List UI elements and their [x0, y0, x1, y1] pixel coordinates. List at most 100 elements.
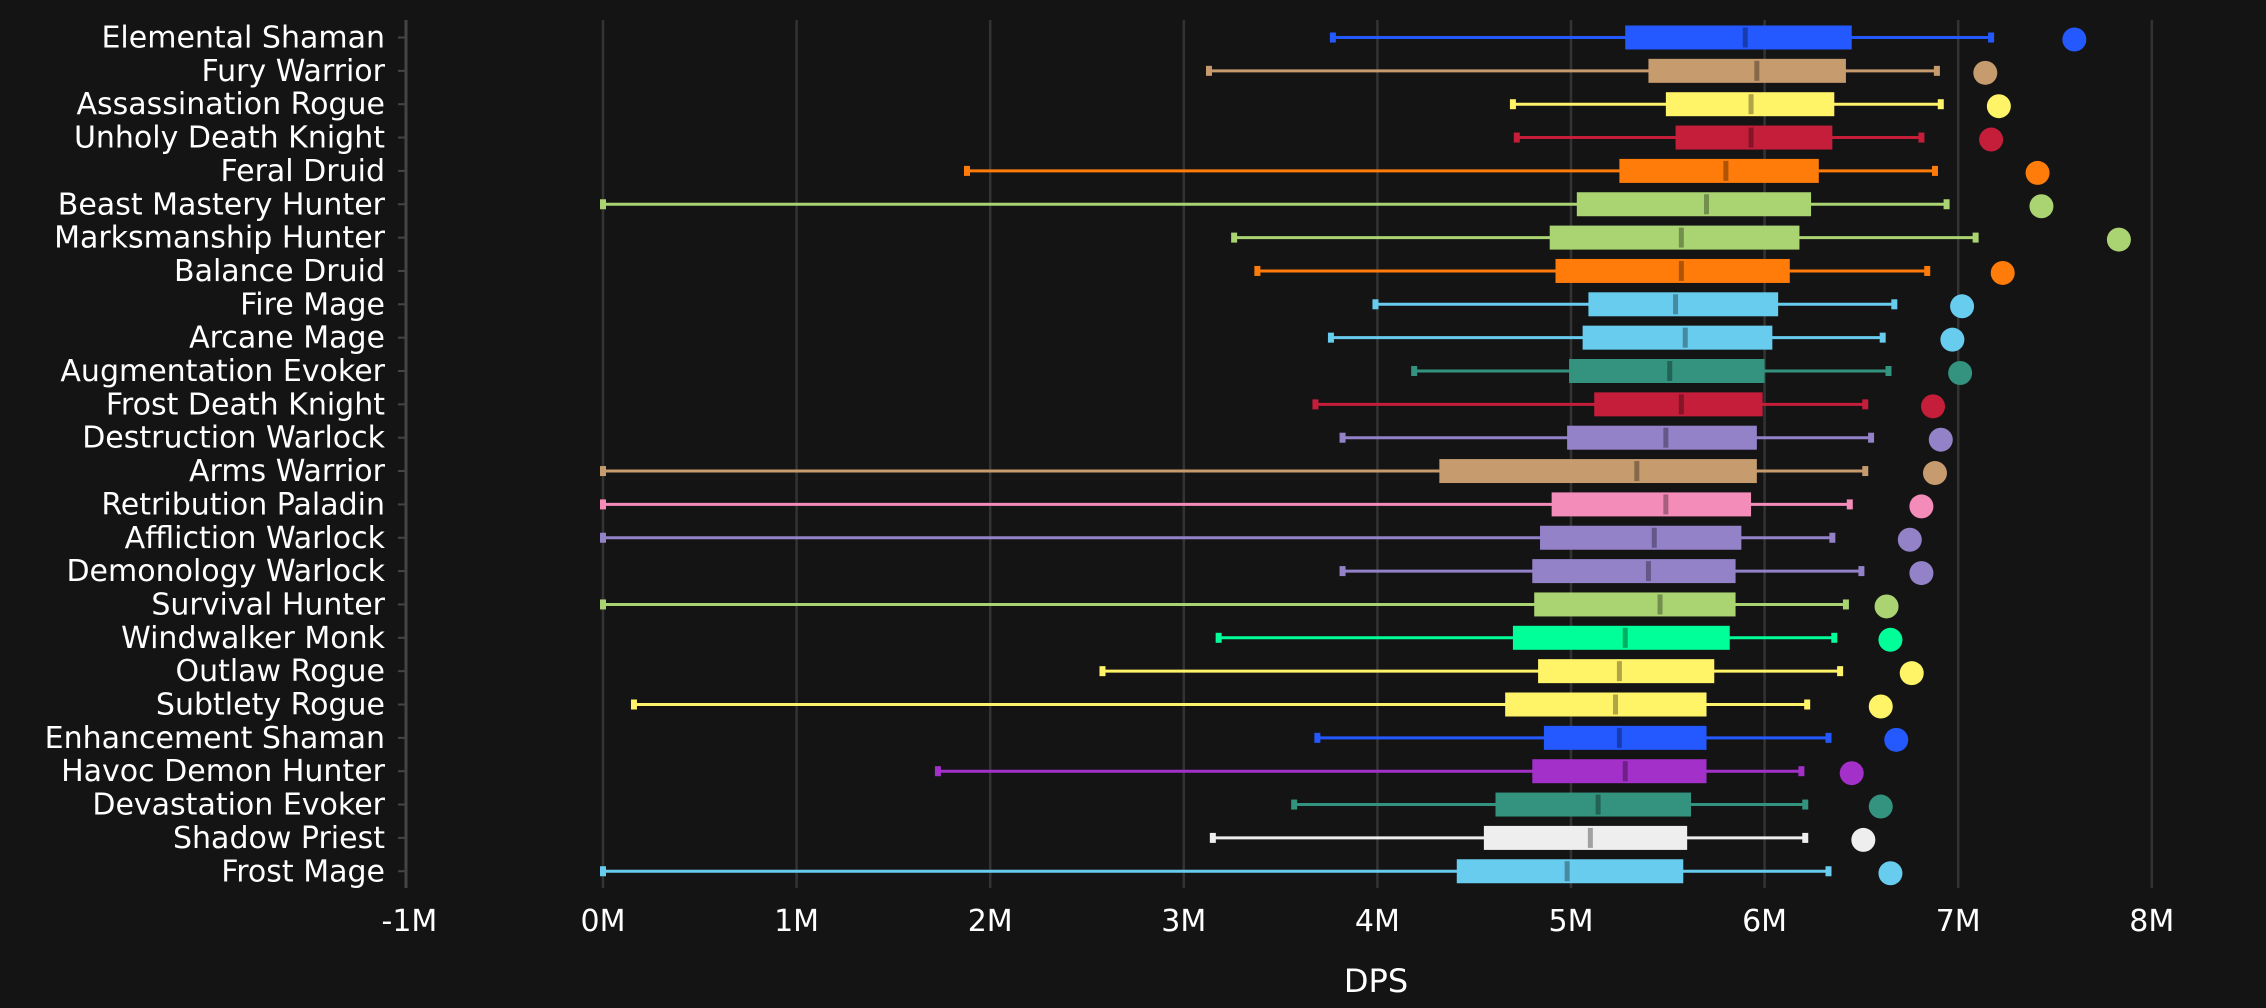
median-line: [1742, 27, 1748, 48]
whisker-cap-min: [600, 532, 606, 543]
whisker-cap-min: [1205, 65, 1212, 76]
max-point: [2029, 194, 2054, 219]
max-point: [1899, 661, 1924, 686]
box-marksmanship-hunter: [1231, 225, 2131, 252]
y-tick-label: Arcane Mage: [189, 321, 385, 356]
whisker-cap-min: [1513, 132, 1520, 143]
box-beast-mastery-hunter: [600, 192, 2054, 219]
whisker-cap-max: [1829, 532, 1836, 543]
box: [1648, 58, 1846, 83]
whisker-cap-max: [1804, 699, 1811, 710]
box: [1505, 692, 1707, 717]
box: [1625, 25, 1852, 50]
whisker-cap-max: [1924, 265, 1931, 276]
whisker-cap-min: [1509, 99, 1516, 110]
y-tick-label: Survival Hunter: [151, 587, 385, 622]
median-line: [1587, 827, 1593, 848]
gridlines: [601, 20, 2154, 888]
box-assassination-rogue: [1509, 92, 2011, 119]
median-line: [1748, 127, 1754, 148]
median-line: [1595, 794, 1601, 815]
box-windwalker-monk: [1215, 625, 1903, 652]
whisker-cap-max: [1846, 499, 1853, 510]
whisker-cap-min: [1215, 632, 1222, 643]
median-line: [1682, 327, 1688, 348]
box-frost-mage: [600, 859, 1903, 886]
max-point: [1973, 60, 1998, 85]
box: [1439, 459, 1757, 484]
max-point: [1909, 494, 1934, 519]
whisker-cap-min: [1254, 265, 1261, 276]
median-line: [1657, 594, 1663, 615]
whisker-cap-max: [1868, 432, 1875, 443]
max-point: [1878, 861, 1903, 886]
box: [1594, 392, 1763, 417]
whisker-cap-min: [600, 499, 606, 510]
x-axis-label: DPS: [1344, 962, 1408, 1000]
y-tick-label: Devastation Evoker: [92, 788, 385, 823]
y-tick-label: Outlaw Rogue: [175, 654, 385, 689]
median-line: [1616, 661, 1622, 682]
box: [1532, 759, 1707, 784]
y-tick-label: Retribution Paladin: [101, 487, 385, 522]
max-point: [1950, 294, 1975, 319]
x-tick-label: 2M: [968, 904, 1013, 939]
median-line: [1616, 727, 1622, 748]
max-point: [1948, 361, 1973, 385]
x-tick-label: -1M: [382, 904, 438, 939]
whisker-cap-min: [600, 599, 606, 610]
y-tick-label: Fire Mage: [240, 287, 385, 322]
max-point: [1874, 594, 1899, 619]
x-tick-label: 7M: [1936, 904, 1981, 939]
y-tick-label: Subtlety Rogue: [156, 688, 385, 723]
whisker-cap-max: [1837, 666, 1844, 677]
whisker-cap-min: [1209, 832, 1216, 843]
whisker-cap-max: [1802, 799, 1809, 810]
max-point: [1897, 527, 1922, 552]
max-point: [1909, 561, 1934, 586]
max-point: [1940, 327, 1965, 352]
whisker-cap-min: [1231, 232, 1238, 243]
median-line: [1613, 694, 1619, 715]
box: [1555, 258, 1790, 283]
box: [1495, 792, 1692, 817]
whisker-cap-max: [1931, 165, 1938, 176]
median-line: [1622, 761, 1628, 782]
box-balance-druid: [1254, 258, 2015, 285]
box: [1483, 825, 1688, 850]
whisker-cap-min: [1339, 432, 1346, 443]
max-point: [1868, 794, 1893, 819]
whisker-cap-min: [600, 466, 606, 477]
box-arcane-mage: [1327, 325, 1965, 352]
whisker-cap-max: [1891, 299, 1898, 310]
box: [1582, 325, 1773, 350]
median-line: [1564, 861, 1570, 882]
y-tick-label: Fury Warrior: [201, 54, 385, 89]
box: [1576, 192, 1812, 217]
whisker-cap-max: [1825, 732, 1832, 743]
median-line: [1663, 494, 1669, 515]
y-tick-label: Marksmanship Hunter: [54, 221, 386, 256]
box: [1456, 859, 1684, 884]
whisker-cap-min: [1329, 32, 1336, 43]
max-point: [1990, 260, 2015, 285]
x-tick-label: 4M: [1355, 904, 1400, 939]
max-point: [1979, 127, 2004, 152]
box-feral-druid: [963, 158, 2050, 185]
whisker-cap-max: [1831, 632, 1838, 643]
max-point: [1986, 94, 2011, 119]
whisker-cap-min: [630, 699, 637, 710]
median-line: [1723, 160, 1729, 181]
box-devastation-evoker: [1291, 792, 1893, 819]
whisker-cap-max: [1862, 466, 1869, 477]
x-tick-label: 8M: [2129, 904, 2174, 939]
whisker-cap-min: [934, 766, 941, 777]
max-point: [1884, 727, 1909, 752]
box-elemental-shaman: [1329, 25, 2087, 52]
median-line: [1667, 361, 1673, 381]
whisker-cap-max: [1842, 599, 1849, 610]
max-point: [2062, 27, 2087, 52]
whisker-cap-max: [1798, 766, 1805, 777]
whisker-cap-min: [1099, 666, 1106, 677]
